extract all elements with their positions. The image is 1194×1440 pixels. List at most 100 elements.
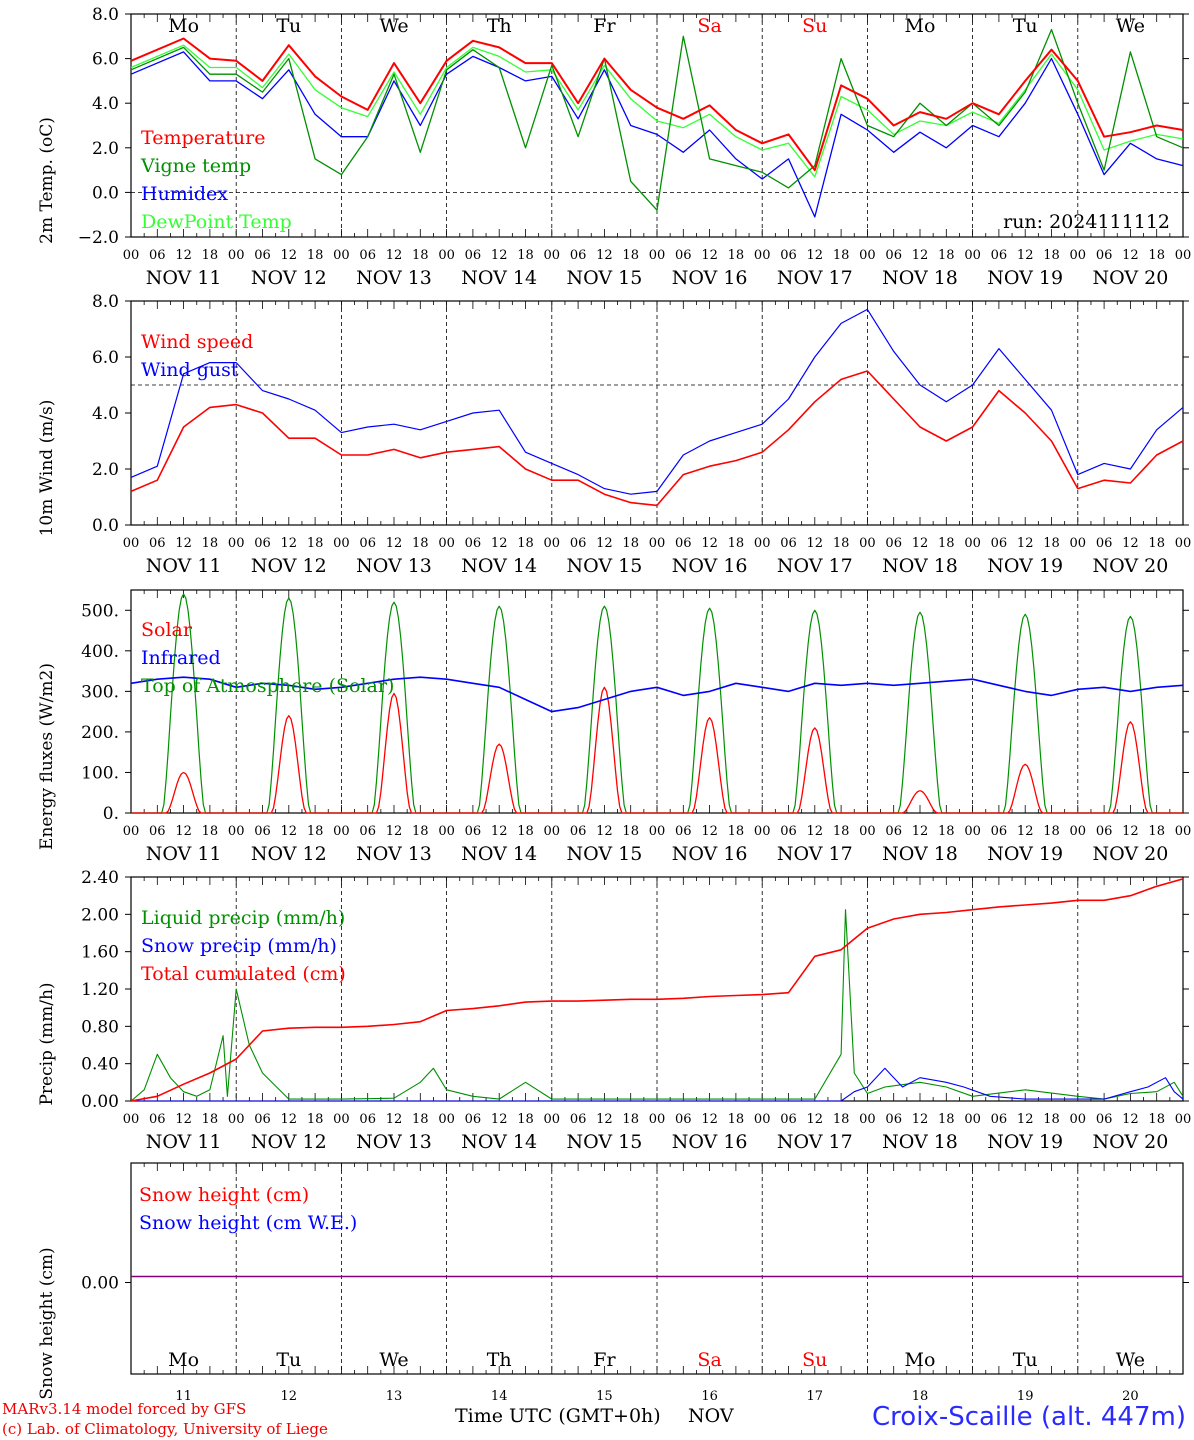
date-label: NOV 17 <box>777 843 853 865</box>
day-abbrev-top: Mo <box>905 15 936 37</box>
y-tick-label: 6.0 <box>92 50 119 70</box>
snow-precip-line <box>131 1067 1184 1102</box>
hour-label: 06 <box>885 1112 902 1127</box>
solar-line <box>131 771 237 814</box>
hour-label: 06 <box>675 248 692 263</box>
y-tick-label: 1.60 <box>81 943 119 963</box>
legend-entry: Vigne temp <box>140 155 251 177</box>
y-tick-label: 8.0 <box>92 5 119 25</box>
date-label: NOV 15 <box>566 555 642 577</box>
hour-label: 00 <box>1175 824 1192 839</box>
hour-label: 06 <box>885 536 902 551</box>
legend-entry: Wind speed <box>141 331 253 353</box>
day-abbrev-bottom: We <box>1116 1349 1145 1371</box>
date-label: NOV 18 <box>882 555 958 577</box>
hour-label: 18 <box>728 536 745 551</box>
hour-label: 12 <box>281 248 298 263</box>
hour-label: 06 <box>570 1112 587 1127</box>
hour-label: 12 <box>1017 824 1034 839</box>
hour-label: 12 <box>281 536 298 551</box>
solar-line <box>236 715 342 814</box>
hour-label: 00 <box>1070 1112 1087 1127</box>
hour-label: 12 <box>175 536 192 551</box>
y-tick-label: 1.20 <box>81 980 119 1000</box>
hour-label: 18 <box>833 824 850 839</box>
station-label: Croix-Scaille (alt. 447m) <box>872 1402 1186 1432</box>
date-label: NOV 16 <box>672 843 748 865</box>
date-label: NOV 13 <box>356 555 432 577</box>
day-abbrev-top: Tu <box>276 15 301 37</box>
solar-line <box>341 692 447 814</box>
hour-label: 06 <box>149 1112 166 1127</box>
date-label: NOV 14 <box>461 555 537 577</box>
solar-line <box>551 686 657 814</box>
series-line-1 <box>130 28 1184 211</box>
hour-label: 12 <box>491 824 508 839</box>
hour-label: 00 <box>859 248 876 263</box>
credit-lab: (c) Lab. of Climatology, University of L… <box>2 1420 328 1438</box>
date-label: NOV 19 <box>987 555 1063 577</box>
hour-label: 12 <box>1122 824 1139 839</box>
hour-label: 18 <box>938 824 955 839</box>
toa-solar-line <box>446 605 552 814</box>
hour-label: 18 <box>1043 824 1060 839</box>
y-axis-label: 2m Temp. (oC) <box>37 117 57 244</box>
hour-label: 12 <box>912 1112 929 1127</box>
toa-solar-line <box>762 609 868 814</box>
hour-label: 18 <box>517 248 534 263</box>
y-tick-label: 0.80 <box>81 1017 119 1037</box>
y-axis-label: 10m Wind (m/s) <box>37 400 57 537</box>
legend-entry: Humidex <box>141 183 228 205</box>
y-tick-label: 0.00 <box>81 1092 119 1112</box>
hour-label: 18 <box>833 1112 850 1127</box>
day-abbrev-bottom: Mo <box>905 1349 936 1371</box>
hour-label: 18 <box>307 536 324 551</box>
hour-label: 00 <box>123 824 140 839</box>
day-abbrev-bottom: We <box>379 1349 408 1371</box>
hour-label: 00 <box>649 536 666 551</box>
hour-label: 00 <box>964 1112 981 1127</box>
legend-entry: Snow height (cm) <box>139 1184 309 1206</box>
hour-label: 12 <box>701 248 718 263</box>
hour-label: 18 <box>1043 248 1060 263</box>
hour-label: 00 <box>333 824 350 839</box>
date-label: NOV 17 <box>777 555 853 577</box>
bottom-day-number: 14 <box>491 1389 508 1404</box>
hour-label: 12 <box>491 536 508 551</box>
hour-label: 18 <box>1148 536 1165 551</box>
hour-label: 18 <box>307 248 324 263</box>
hour-label: 12 <box>912 824 929 839</box>
hour-label: 00 <box>1070 824 1087 839</box>
hour-label: 06 <box>465 248 482 263</box>
hour-label: 12 <box>1122 536 1139 551</box>
y-tick-label: 8.0 <box>92 292 119 312</box>
date-label: NOV 11 <box>146 267 222 289</box>
hour-label: 18 <box>622 248 639 263</box>
y-tick-label: 4.0 <box>92 404 119 424</box>
hour-label: 18 <box>412 248 429 263</box>
date-label: NOV 12 <box>251 555 327 577</box>
date-label: NOV 11 <box>146 843 222 865</box>
y-tick-label: 0. <box>103 804 119 824</box>
date-label: NOV 13 <box>356 1131 432 1153</box>
y-tick-label: −2.0 <box>78 228 119 248</box>
hour-label: 06 <box>359 536 376 551</box>
day-abbrev-top: Tu <box>1013 15 1038 37</box>
hour-label: 00 <box>438 536 455 551</box>
hour-label: 18 <box>1148 824 1165 839</box>
hour-label: 00 <box>438 248 455 263</box>
hour-label: 06 <box>780 824 797 839</box>
y-tick-label: 300. <box>81 682 119 702</box>
date-label: NOV 15 <box>566 843 642 865</box>
date-label: NOV 12 <box>251 843 327 865</box>
hour-label: 06 <box>885 248 902 263</box>
hour-label: 12 <box>1122 248 1139 263</box>
day-abbrev-top: We <box>379 15 408 37</box>
hour-label: 18 <box>307 1112 324 1127</box>
hour-label: 00 <box>964 248 981 263</box>
hour-label: 06 <box>465 536 482 551</box>
series-line-2 <box>130 51 1184 218</box>
liquid-precip-line <box>130 909 1184 1102</box>
hour-label: 06 <box>359 1112 376 1127</box>
toa-solar-line <box>341 601 447 814</box>
